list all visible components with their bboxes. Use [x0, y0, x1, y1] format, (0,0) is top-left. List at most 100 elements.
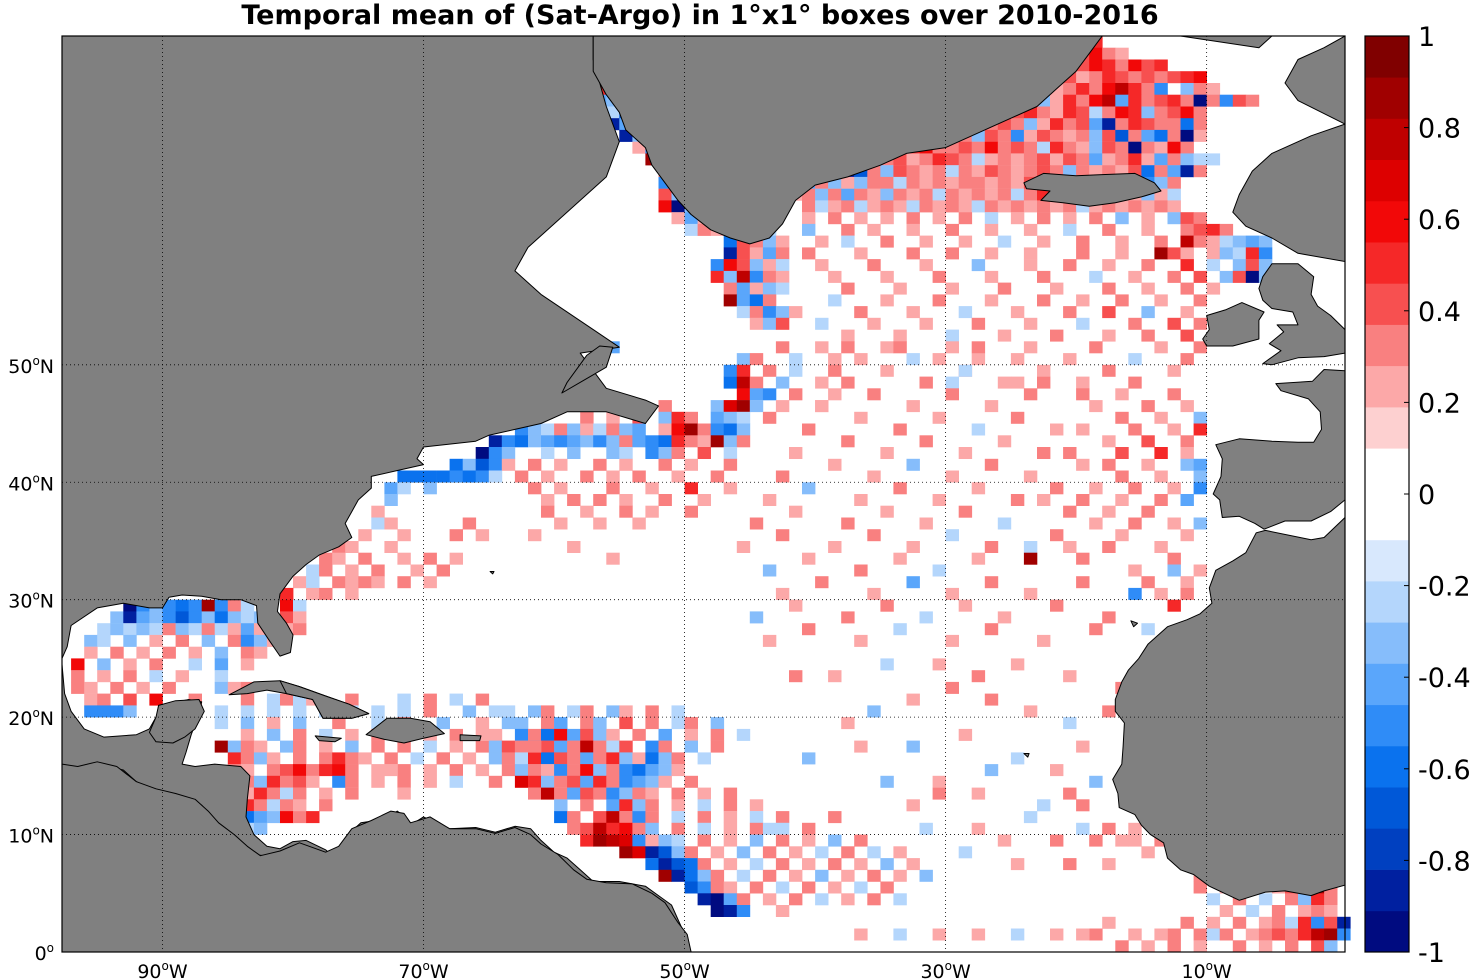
heatmap-cell — [1102, 705, 1116, 718]
heatmap-cell — [110, 611, 124, 624]
heatmap-cell — [880, 270, 894, 283]
heatmap-cell — [1063, 505, 1077, 518]
heatmap-cell — [828, 541, 842, 553]
heatmap-cell — [240, 705, 255, 718]
heatmap-cell — [397, 775, 411, 788]
heatmap-cell — [789, 670, 803, 683]
heatmap-cell — [280, 799, 294, 812]
heatmap-cell — [214, 646, 229, 659]
heatmap-cell — [1063, 212, 1077, 225]
colorbar-bin — [1365, 407, 1409, 449]
heatmap-cell — [1180, 129, 1194, 142]
heatmap-cell — [1037, 200, 1051, 213]
heatmap-cell — [723, 834, 738, 847]
heatmap-cell — [815, 200, 829, 213]
heatmap-cell — [841, 341, 855, 354]
heatmap-cell — [984, 129, 999, 142]
heatmap-cell — [1167, 928, 1181, 941]
heatmap-cell — [1102, 94, 1116, 107]
heatmap-cell — [280, 599, 294, 612]
heatmap-cell — [280, 740, 294, 753]
heatmap-cell — [240, 623, 255, 636]
heatmap-cell — [828, 670, 842, 683]
heatmap-cell — [828, 200, 842, 213]
heatmap-cell — [1050, 834, 1064, 847]
heatmap-cell — [593, 728, 607, 741]
heatmap-cell — [606, 447, 620, 459]
heatmap-cell — [1102, 59, 1116, 72]
heatmap-cell — [684, 717, 698, 730]
heatmap-cell — [1245, 94, 1260, 107]
heatmap-cell — [1324, 893, 1338, 906]
heatmap-cell — [736, 728, 751, 741]
heatmap-cell — [762, 294, 777, 307]
heatmap-cell — [1037, 270, 1051, 283]
heatmap-cell — [775, 247, 790, 260]
heatmap-cell — [567, 435, 581, 448]
heatmap-cell — [1037, 634, 1051, 647]
heatmap-cell — [1141, 212, 1155, 225]
heatmap-cell — [619, 775, 633, 788]
colorbar: 1 0.8 0.6 0.4 0.2 0 -0.2 -0.4 -0.6 -0.8 -1 — [1364, 22, 1471, 969]
heatmap-cell — [501, 717, 516, 730]
heatmap-cell — [1193, 411, 1207, 424]
heatmap-cell — [815, 376, 829, 389]
heatmap-cell — [1180, 247, 1194, 260]
heatmap-cell — [762, 306, 777, 319]
heatmap-cell — [1193, 165, 1207, 178]
heatmap-cell — [449, 529, 463, 542]
heatmap-cell — [919, 869, 933, 882]
heatmap-cell — [1206, 247, 1221, 260]
heatmap-cell — [1154, 928, 1168, 941]
colorbar-bin — [1365, 869, 1409, 912]
heatmap-cell — [149, 634, 163, 647]
heatmap-cell — [710, 435, 725, 448]
heatmap-cell — [645, 705, 659, 718]
heatmap-cell — [1258, 235, 1273, 248]
heatmap-cell — [1089, 400, 1103, 413]
heatmap-cell — [880, 858, 894, 871]
heatmap-cell — [1063, 306, 1077, 319]
heatmap-cell — [919, 435, 933, 448]
heatmap-cell — [828, 388, 842, 401]
heatmap-cell — [854, 928, 868, 941]
heatmap-cell — [606, 423, 620, 436]
heatmap-cell — [319, 587, 333, 600]
heatmap-cell — [619, 423, 633, 436]
heatmap-cell — [1010, 928, 1025, 941]
heatmap-cell — [462, 752, 477, 765]
heatmap-cell — [749, 881, 764, 894]
heatmap-cell — [1037, 494, 1051, 506]
heatmap-cell — [1115, 106, 1129, 119]
heatmap-cell — [658, 869, 672, 882]
heatmap-cell — [932, 928, 946, 941]
land-mask — [62, 36, 1345, 952]
heatmap-cell — [253, 634, 268, 647]
heatmap-cell — [906, 223, 920, 236]
heatmap-cell — [906, 306, 920, 319]
heatmap-cell — [1010, 118, 1025, 131]
heatmap-cell — [1154, 200, 1168, 213]
heatmap-cell — [1128, 822, 1142, 835]
colorbar-bin — [1365, 365, 1409, 408]
heatmap-cell — [762, 364, 777, 377]
heatmap-cell — [893, 928, 907, 941]
heatmap-cell — [632, 752, 646, 765]
heatmap-cell — [971, 176, 986, 189]
heatmap-cell — [528, 423, 542, 436]
heatmap-cell — [1180, 587, 1194, 600]
heatmap-cell — [1128, 200, 1142, 213]
heatmap-cell — [554, 752, 568, 765]
heatmap-cell — [1245, 247, 1260, 260]
y-tick-label: 40oN — [8, 471, 54, 495]
heatmap-cell — [867, 388, 881, 401]
heatmap-cell — [1076, 94, 1090, 107]
greenland-land — [592, 36, 1103, 245]
heatmap-cell — [828, 458, 842, 471]
heatmap-cell — [1128, 564, 1142, 577]
heatmap-cell — [984, 294, 999, 307]
heatmap-cell — [214, 623, 229, 636]
heatmap-cell — [567, 752, 581, 765]
heatmap-cell — [593, 717, 607, 730]
heatmap-cell — [1271, 928, 1286, 941]
